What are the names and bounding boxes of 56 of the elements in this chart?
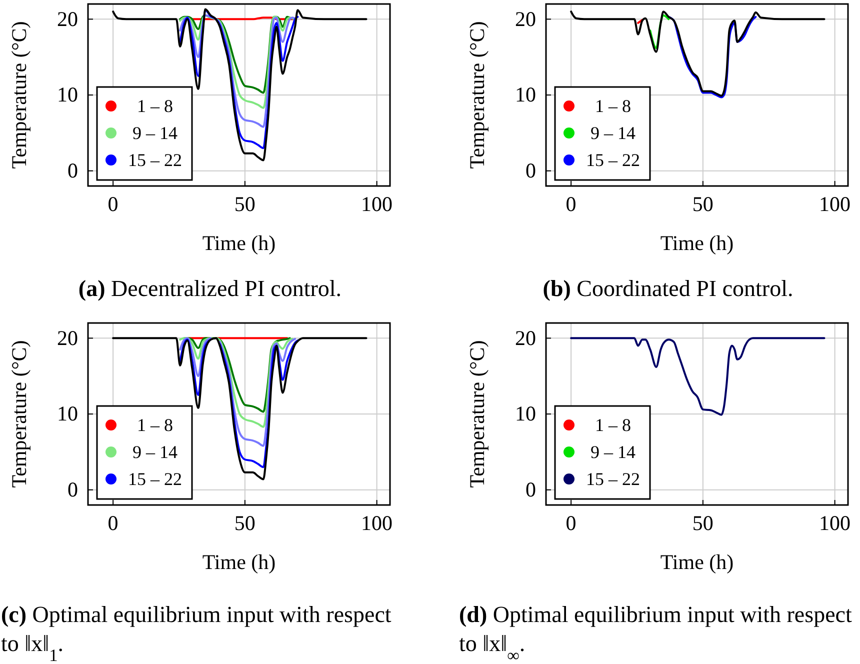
y-tick-label: 0	[526, 158, 536, 183]
x-tick-label: 0	[108, 510, 118, 535]
x-axis-title: Time (h)	[660, 550, 734, 574]
legend-label: 15 – 22	[128, 150, 182, 170]
y-tick-label: 10	[57, 402, 78, 426]
y-tick-label: 20	[515, 6, 536, 31]
line-series	[570, 337, 826, 416]
legend-label: 1 – 8	[595, 415, 631, 435]
x-tick-label: 0	[566, 510, 576, 535]
chart-title: (c) Optimal equilibrium input with respect to ‖x‖$_{1}$.	[1, 602, 392, 664]
x-axis-title: Time (h)	[660, 231, 734, 255]
y-tick-label: 0	[68, 158, 78, 183]
y-tick-label: 0	[68, 478, 78, 502]
x-tick-label: 50	[234, 192, 256, 216]
line-series	[179, 9, 299, 150]
y-axis-title: Temperature (°C)	[7, 21, 31, 169]
y-tick-label: 0	[526, 478, 536, 502]
chart-title: (d) Optimal equilibrium input with respect to ‖x‖$_{∞}$.	[459, 602, 852, 664]
line-series	[179, 337, 294, 428]
legend-label: 15 – 22	[586, 150, 640, 170]
line-series	[179, 14, 296, 128]
line-series	[179, 14, 296, 109]
x-tick-label: 100	[819, 192, 851, 216]
y-tick-label: 10	[515, 402, 536, 426]
x-tick-label: 50	[234, 510, 256, 535]
legend-label: 9 – 14	[590, 442, 636, 462]
y-axis-title: Temperature (°C)	[465, 340, 489, 488]
legend-label: 15 – 22	[128, 469, 182, 489]
y-tick-label: 20	[57, 6, 78, 31]
text: (a) Decentralized PI control.	[78, 276, 342, 301]
y-tick-label: 10	[57, 82, 78, 107]
x-tick-label: 0	[566, 192, 576, 216]
line-series	[649, 14, 670, 49]
y-tick-label: 20	[515, 326, 536, 350]
legend-label: 15 – 22	[586, 469, 640, 489]
x-tick-label: 100	[361, 510, 393, 535]
y-axis-title: Temperature (°C)	[465, 21, 489, 169]
legend-label: 1 – 8	[595, 96, 631, 116]
x-tick-label: 0	[108, 192, 118, 216]
x-tick-label: 100	[819, 510, 851, 535]
line-series	[570, 10, 826, 97]
line-series	[668, 16, 757, 98]
legend-label: 9 – 14	[590, 123, 636, 143]
x-tick-label: 50	[692, 510, 714, 535]
y-tick-label: 10	[515, 82, 536, 107]
y-axis-title: Temperature (°C)	[7, 340, 31, 488]
legend-label: 1 – 8	[137, 415, 173, 435]
legend-label: 9 – 14	[132, 123, 178, 143]
x-axis-title: Time (h)	[202, 231, 276, 255]
x-tick-label: 50	[692, 192, 714, 216]
x-tick-label: 100	[361, 192, 393, 216]
y-tick-label: 20	[57, 326, 78, 350]
x-axis-title: Time (h)	[202, 550, 276, 574]
legend-label: 1 – 8	[137, 96, 173, 116]
text: (b) Coordinated PI control.	[542, 276, 794, 301]
legend-label: 9 – 14	[132, 442, 178, 462]
